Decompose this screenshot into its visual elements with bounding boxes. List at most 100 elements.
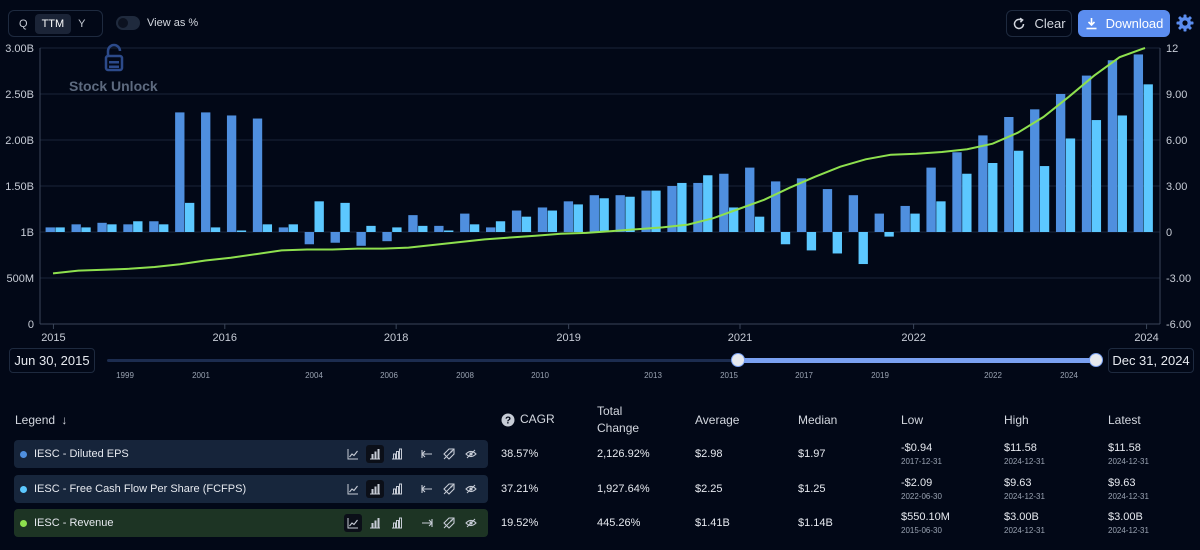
range-end-date[interactable]: Dec 31, 2024	[1108, 348, 1194, 373]
eps-bar[interactable]	[511, 210, 522, 232]
stacked-bar-icon[interactable]	[388, 445, 406, 463]
eps-bar[interactable]	[667, 186, 677, 232]
eye-off-icon[interactable]	[462, 514, 480, 532]
eps-bar[interactable]	[770, 181, 781, 232]
eps-bar[interactable]	[408, 215, 418, 232]
eps-bar[interactable]	[1133, 54, 1144, 232]
eps-bar[interactable]	[1107, 60, 1118, 233]
eps-bar[interactable]	[926, 167, 936, 232]
fcf-bar[interactable]	[962, 173, 972, 232]
fcf-bar[interactable]	[210, 227, 221, 232]
range-end-handle[interactable]	[1089, 353, 1103, 367]
fcf-bar[interactable]	[184, 202, 195, 232]
fcf-bar[interactable]	[236, 230, 247, 232]
line-chart-icon[interactable]	[344, 445, 362, 463]
eps-bar[interactable]	[201, 112, 211, 232]
fcf-bar[interactable]	[780, 232, 791, 245]
period-q-button[interactable]: Q	[19, 17, 28, 30]
eps-bar[interactable]	[486, 227, 496, 232]
eps-bar[interactable]	[563, 201, 574, 232]
eps-bar[interactable]	[796, 178, 807, 232]
fcf-bar[interactable]	[107, 224, 117, 232]
eps-bar[interactable]	[978, 135, 988, 232]
eps-bar[interactable]	[97, 222, 107, 232]
fcf-bar[interactable]	[936, 201, 946, 232]
eps-bar[interactable]	[356, 232, 366, 246]
fcf-bar[interactable]	[1013, 150, 1024, 232]
eps-bar[interactable]	[900, 205, 910, 232]
fcf-bar[interactable]	[988, 163, 998, 232]
eps-bar[interactable]	[848, 195, 859, 232]
eps-bar[interactable]	[719, 173, 729, 232]
left-axis-icon[interactable]	[418, 445, 436, 463]
eps-bar[interactable]	[460, 213, 470, 232]
eps-bar[interactable]	[874, 213, 884, 232]
bar-chart-icon[interactable]	[366, 480, 384, 498]
fcf-bar[interactable]	[884, 232, 894, 237]
fcf-bar[interactable]	[469, 224, 480, 232]
eye-off-icon[interactable]	[462, 480, 480, 498]
eps-bar[interactable]	[45, 227, 55, 232]
fcf-bar[interactable]	[392, 227, 402, 232]
fcf-bar[interactable]	[340, 202, 350, 232]
fcf-bar[interactable]	[625, 196, 635, 232]
line-chart-icon[interactable]	[344, 514, 362, 532]
eps-bar[interactable]	[1055, 94, 1066, 232]
eps-bar[interactable]	[149, 221, 159, 232]
revenue-line[interactable]	[52, 47, 1146, 275]
stacked-bar-icon[interactable]	[388, 514, 406, 532]
fcf-bar[interactable]	[314, 201, 324, 232]
eps-bar[interactable]	[745, 167, 755, 232]
view-as-percent-toggle[interactable]	[116, 16, 140, 30]
tag-off-icon[interactable]	[440, 445, 458, 463]
eps-bar[interactable]	[1081, 75, 1092, 232]
fcf-bar[interactable]	[651, 190, 661, 232]
eps-bar[interactable]	[952, 152, 962, 232]
eps-bar[interactable]	[1004, 117, 1014, 232]
fcf-bar[interactable]	[521, 216, 532, 232]
fcf-bar[interactable]	[495, 221, 506, 232]
eps-bar[interactable]	[615, 195, 625, 232]
legend-row[interactable]: IESC - Diluted EPS	[14, 440, 488, 468]
eps-bar[interactable]	[382, 232, 392, 242]
fcf-bar[interactable]	[55, 227, 65, 232]
range-start-handle[interactable]	[731, 353, 745, 367]
range-start-date[interactable]: Jun 30, 2015	[9, 348, 95, 373]
download-button[interactable]: Download	[1078, 10, 1170, 37]
period-ttm-button[interactable]: TTM	[34, 13, 72, 34]
fcf-bar[interactable]	[858, 232, 868, 265]
fcf-bar[interactable]	[754, 216, 765, 232]
eps-bar[interactable]	[330, 232, 340, 243]
eps-bar[interactable]	[71, 224, 81, 232]
eps-bar[interactable]	[252, 118, 263, 232]
line-chart-icon[interactable]	[344, 480, 362, 498]
fcf-bar[interactable]	[418, 225, 428, 232]
fcf-bar[interactable]	[133, 221, 143, 232]
eps-bar[interactable]	[1030, 109, 1040, 232]
fcf-bar[interactable]	[1065, 138, 1076, 232]
fcf-bar[interactable]	[81, 227, 91, 232]
period-y-button[interactable]: Y	[78, 17, 86, 30]
fcf-bar[interactable]	[1117, 115, 1127, 232]
fcf-bar[interactable]	[547, 210, 558, 232]
left-axis-icon[interactable]	[418, 480, 436, 498]
clear-button[interactable]: Clear	[1006, 10, 1072, 37]
eye-off-icon[interactable]	[462, 445, 480, 463]
bar-chart-icon[interactable]	[366, 445, 384, 463]
legend-row[interactable]: IESC - Free Cash Flow Per Share (FCFPS)	[14, 475, 488, 503]
eps-bar[interactable]	[693, 182, 703, 232]
tag-off-icon[interactable]	[440, 514, 458, 532]
eps-bar[interactable]	[537, 207, 548, 232]
eps-bar[interactable]	[822, 189, 833, 232]
legend-row[interactable]: IESC - Revenue	[14, 509, 488, 537]
fcf-bar[interactable]	[1039, 166, 1050, 232]
right-axis-icon[interactable]	[418, 514, 436, 532]
fcf-bar[interactable]	[1091, 120, 1102, 232]
eps-bar[interactable]	[226, 115, 237, 232]
fcf-bar[interactable]	[910, 213, 920, 232]
eps-bar[interactable]	[278, 227, 289, 232]
fcf-bar[interactable]	[262, 224, 273, 232]
fcf-bar[interactable]	[703, 175, 713, 232]
fcf-bar[interactable]	[1143, 84, 1153, 232]
legend-header[interactable]: Legend ↓	[15, 413, 67, 427]
